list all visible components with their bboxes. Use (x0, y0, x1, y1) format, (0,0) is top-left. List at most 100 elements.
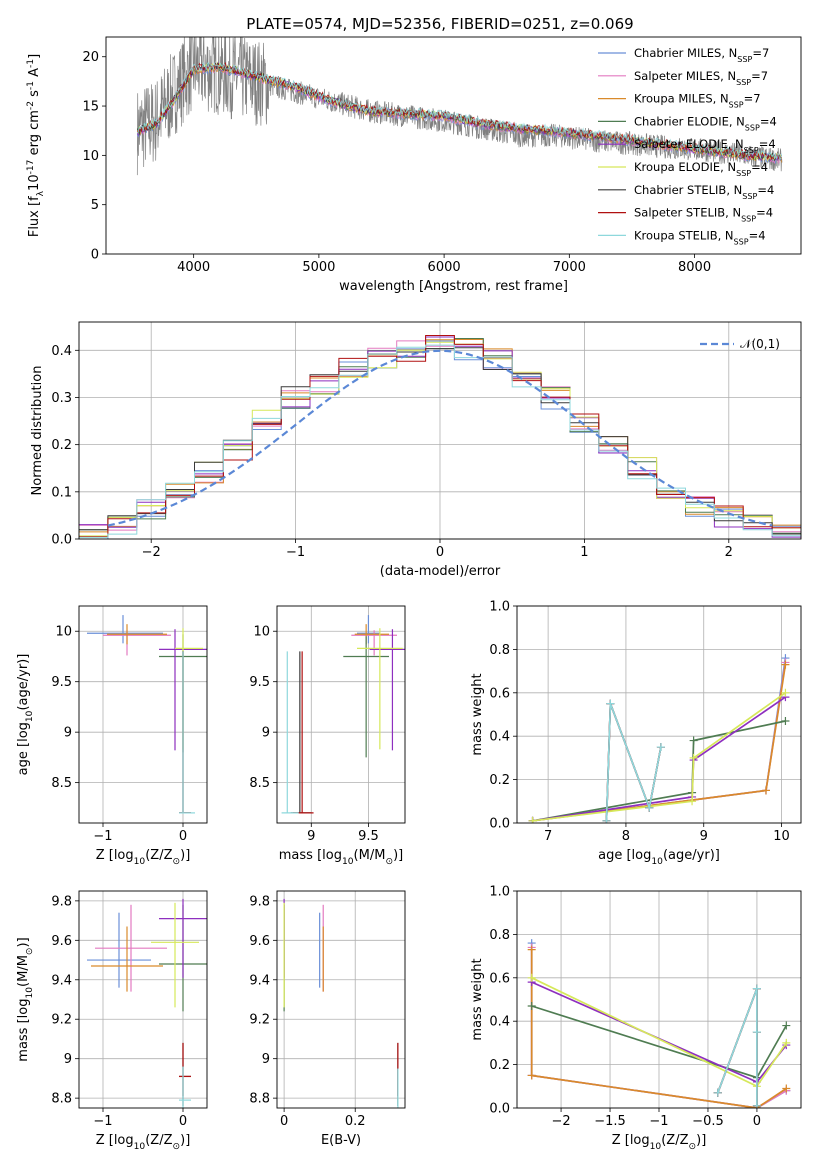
x-axis-label: E(B-V) (321, 1133, 361, 1148)
weight-marker (752, 984, 761, 993)
histogram-series-8 (79, 335, 801, 538)
x-tick-label: −2 (551, 1114, 570, 1129)
histogram-series-9 (79, 344, 801, 538)
weight-marker (781, 717, 790, 726)
y-tick-label: 20 (82, 50, 99, 65)
y-tick-label: 0.4 (51, 344, 72, 359)
y-tick-label: 9 (262, 1052, 270, 1067)
panel-spectrum: 4000 5000 6000 7000 8000 0 5 10 15 20 wavelength [… (26, 36, 802, 294)
y-tick-label: 0.0 (51, 533, 72, 548)
y-tick-label: 8.8 (249, 1092, 270, 1107)
model-line-8 (137, 61, 782, 161)
gaussian-reference-line (107, 349, 773, 527)
weight-marker (527, 973, 536, 982)
panel-mass-vs-z: −1 0 8.8 9 9.2 9.4 9.6 9.8 Z [log10(Z/Z⊙)] mass [… (16, 890, 208, 1152)
x-tick-label: −1.5 (594, 1114, 626, 1129)
x-tick-label: 5000 (302, 260, 335, 275)
x-tick-label: 7 (544, 829, 552, 844)
x-tick-label: −1 (286, 545, 305, 560)
x-axis-label: Z [log10(Z/Z⊙)] (612, 1133, 707, 1152)
y-tick-label: 9.5 (51, 675, 72, 690)
panel-mass-vs-ebv: 0 0.2 8.8 9 9.2 9.4 9.6 9.8 E(B-V) (249, 890, 406, 1148)
plot-area (87, 615, 207, 814)
x-tick-label: 10 (773, 829, 790, 844)
y-tick-label: 0.1 (51, 485, 72, 500)
x-tick-label: 9 (307, 829, 315, 844)
y-tick-label: 5 (91, 198, 99, 213)
axes-frame (78, 890, 208, 1109)
plot-area (136, 37, 783, 176)
x-axis-label: Z [log10(Z/Z⊙)] (96, 848, 191, 867)
weight-line-6 (532, 692, 786, 822)
weight-line-2 (532, 662, 787, 822)
weight-marker (782, 1021, 791, 1030)
axes-frame (516, 605, 802, 824)
y-tick-label: 9.4 (249, 973, 270, 988)
x-tick-label: −0.5 (692, 1114, 724, 1129)
legend-label: 𝒩(0,1) (740, 337, 780, 351)
axes-frame (78, 605, 208, 824)
weight-line-3 (532, 664, 787, 822)
y-tick-label: 0.4 (489, 1015, 510, 1030)
weight-marker (645, 803, 654, 812)
y-axis-label: mass weight (470, 958, 485, 1040)
y-tick-label: 0.6 (489, 686, 510, 701)
x-tick-label: 8 (622, 829, 630, 844)
weight-marker (781, 660, 790, 669)
weight-marker (602, 816, 611, 823)
y-tick-label: 9.6 (51, 934, 72, 949)
weight-marker (689, 753, 698, 762)
x-tick-label: 0 (753, 1114, 761, 1129)
legend-label: Salpeter ELODIE, NSSP=4 (634, 137, 776, 155)
y-tick-label: 0.8 (489, 928, 510, 943)
y-tick-label: 0 (91, 248, 99, 263)
x-tick-label: 0 (179, 1114, 187, 1129)
y-tick-label: 9.5 (249, 675, 270, 690)
y-tick-label: 0.6 (489, 971, 510, 986)
axes-frame (78, 321, 802, 540)
panel-weight-vs-age: 7 8 9 10 0.0 0.2 0.4 0.6 0.8 1.0 age [log10(age/yr… (470, 600, 802, 867)
x-tick-label: 4000 (177, 260, 210, 275)
weight-marker (752, 1028, 761, 1037)
legend-label: Kroupa STELIB, NSSP=4 (634, 228, 766, 246)
x-tick-label: −2 (142, 545, 161, 560)
weight-marker (782, 1038, 791, 1047)
x-tick-label: 9 (700, 829, 708, 844)
x-tick-label: 7000 (553, 260, 586, 275)
legend-label: Chabrier ELODIE, NSSP=4 (634, 114, 777, 131)
x-axis-label: (data-model)/error (380, 564, 501, 579)
weight-line-9 (717, 988, 758, 1106)
legend-label: Chabrier STELIB, NSSP=4 (634, 183, 774, 201)
y-tick-label: 0.2 (489, 773, 510, 788)
y-tick-label: 8.8 (51, 1092, 72, 1107)
y-tick-label: 15 (82, 100, 99, 115)
plot-area (527, 939, 791, 1108)
y-axis-label: Normed distribution (30, 366, 45, 496)
y-tick-label: 9.2 (51, 1013, 72, 1028)
x-axis-label: mass [log10(M/M⊙)] (279, 848, 403, 867)
weight-marker (527, 1071, 536, 1080)
plot-area (87, 898, 207, 1108)
plot-area (283, 898, 399, 1108)
observed-spectrum-line (136, 37, 783, 176)
y-tick-label: 0.0 (489, 817, 510, 832)
weight-line-3 (530, 949, 787, 1108)
x-tick-label: 0.2 (345, 1114, 366, 1129)
weight-marker (761, 786, 770, 795)
weight-marker (527, 945, 536, 954)
y-tick-label: 8.5 (249, 776, 270, 791)
y-tick-label: 9.8 (51, 894, 72, 909)
x-tick-label: 9.5 (358, 829, 379, 844)
y-tick-label: 9.2 (249, 1013, 270, 1028)
y-tick-label: 8.5 (51, 776, 72, 791)
plot-area (528, 654, 790, 823)
x-tick-label: 0 (179, 829, 187, 844)
y-tick-label: 9.8 (249, 894, 270, 909)
x-tick-label: 2 (725, 545, 733, 560)
weight-marker (782, 1084, 791, 1093)
weight-marker (656, 743, 665, 752)
weight-marker (713, 1088, 722, 1097)
legend-label: Salpeter STELIB, NSSP=4 (634, 206, 773, 224)
plot-area (281, 615, 405, 814)
x-axis-label: wavelength [Angstrom, rest frame] (339, 279, 568, 294)
